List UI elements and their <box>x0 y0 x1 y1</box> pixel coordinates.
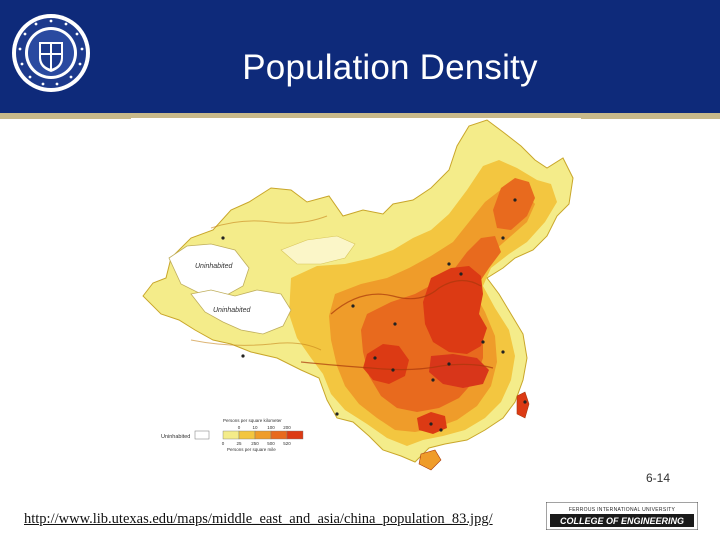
uninhabited-label-south: Uninhabited <box>213 307 251 314</box>
uninhabited-gobi <box>280 235 356 265</box>
legend-swatch <box>254 430 272 440</box>
density-very-high-yangtze <box>429 354 489 388</box>
slide-number: 6-14 <box>646 471 671 485</box>
city-markers <box>221 198 527 432</box>
legend-uninhabited-swatch <box>194 430 210 440</box>
legend-tick-label: 0 <box>222 441 225 446</box>
legend-swatch <box>270 430 288 440</box>
slide-title: Population Density <box>242 48 538 87</box>
legend-uninhabited-label: Uninhabited <box>161 434 190 440</box>
logo-line-1: FERROUS INTERNATIONAL UNIVERSITY <box>569 507 676 513</box>
yellow-river <box>330 279 482 315</box>
source-url-link[interactable]: http://www.lib.utexas.edu/maps/middle_ea… <box>24 511 493 527</box>
terrain-contour <box>190 339 322 351</box>
legend-swatch <box>222 430 240 440</box>
density-very-high-sichuan-basin <box>363 344 409 384</box>
legend-tick-label: 100 <box>267 425 275 430</box>
legend-tick-label: 0 <box>238 425 241 430</box>
legend-tick-label: 200 <box>283 425 291 430</box>
china-population-density-map: Uninhabited Uninhabited Uninhabited Pers… <box>131 118 581 486</box>
hainan-island <box>418 449 442 471</box>
college-logo-icon: FERROUS INTERNATIONAL UNIVERSITY COLLEGE… <box>546 502 698 530</box>
yangtze-river <box>300 361 494 371</box>
terrain-contour <box>210 215 328 229</box>
uninhabited-north-basin <box>190 289 292 335</box>
slide-header: Population Density <box>0 0 720 115</box>
legend-tick-label: 250 <box>251 441 259 446</box>
uninhabited-label-north: Uninhabited <box>195 263 233 270</box>
legend-swatch <box>238 430 256 440</box>
uninhabited-taklamakan <box>168 243 250 297</box>
header-divider <box>0 113 720 119</box>
legend-bottom-caption: Persons per square mile <box>227 447 276 452</box>
density-high-northeast-plain <box>493 178 535 230</box>
legend-tick-label: 10 <box>252 425 258 430</box>
legend-top-caption: Persons per square kilometer <box>223 418 282 423</box>
university-seal-icon <box>12 14 90 92</box>
logo-line-2: COLLEGE OF ENGINEERING <box>560 516 684 526</box>
legend-swatch <box>286 430 304 440</box>
density-very-high-north-china-plain <box>423 266 487 354</box>
map-canvas: Uninhabited Uninhabited Uninhabited Pers… <box>142 119 574 471</box>
legend-tick-label: 520 <box>283 441 291 446</box>
taiwan-island <box>516 391 530 419</box>
legend-tick-label: 25 <box>236 441 242 446</box>
legend-tick-label: 500 <box>267 441 275 446</box>
map-legend: Uninhabited Persons per square kilometer… <box>161 418 304 452</box>
